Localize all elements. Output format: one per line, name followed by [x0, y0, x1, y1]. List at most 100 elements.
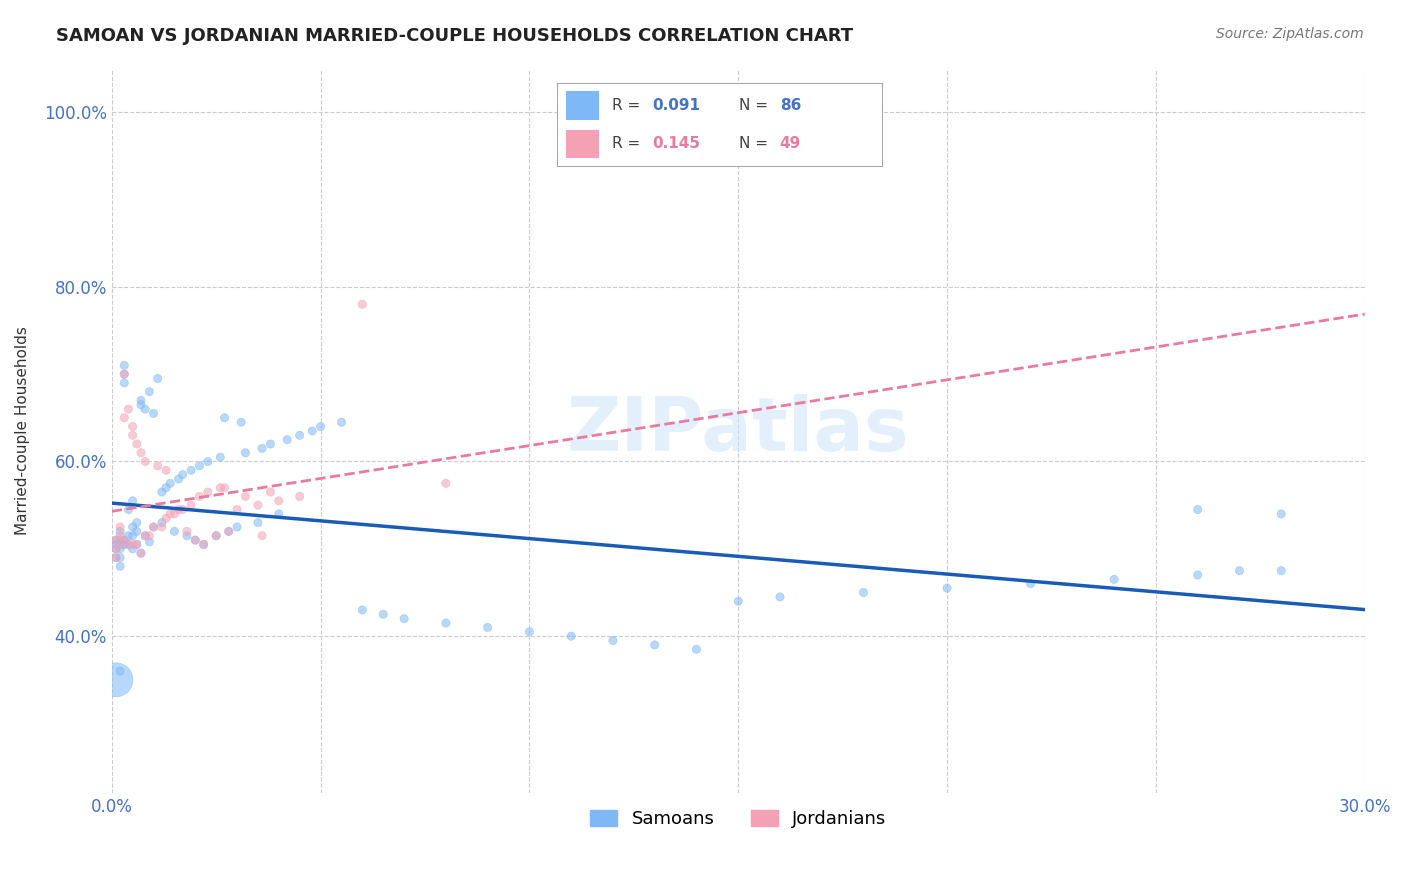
Point: [108, 559, 131, 574]
Point: [184, 533, 207, 547]
Point: [112, 533, 135, 547]
Point: [226, 520, 249, 534]
Point: [134, 402, 156, 417]
Point: [205, 529, 228, 543]
Point: [1270, 564, 1292, 578]
Point: [129, 546, 152, 560]
Point: [188, 490, 211, 504]
Point: [108, 533, 131, 547]
Point: [117, 537, 139, 551]
Point: [1187, 502, 1209, 516]
Point: [288, 490, 311, 504]
Point: [117, 502, 139, 516]
Point: [108, 524, 131, 539]
Point: [134, 454, 156, 468]
Point: [434, 476, 457, 491]
Point: [108, 529, 131, 543]
Point: [250, 529, 273, 543]
Point: [259, 437, 281, 451]
Point: [163, 524, 186, 539]
Text: SAMOAN VS JORDANIAN MARRIED-COUPLE HOUSEHOLDS CORRELATION CHART: SAMOAN VS JORDANIAN MARRIED-COUPLE HOUSE…: [56, 27, 853, 45]
Point: [727, 594, 749, 608]
Point: [188, 458, 211, 473]
Point: [155, 481, 177, 495]
Point: [117, 537, 139, 551]
Point: [193, 537, 215, 551]
Point: [218, 524, 240, 539]
Point: [1270, 507, 1292, 521]
Y-axis label: Married-couple Households: Married-couple Households: [15, 326, 30, 535]
Point: [936, 581, 959, 595]
Point: [250, 442, 273, 456]
Point: [155, 463, 177, 477]
Point: [218, 524, 240, 539]
Point: [184, 533, 207, 547]
Point: [108, 550, 131, 565]
Point: [519, 624, 541, 639]
Point: [150, 520, 173, 534]
Point: [129, 393, 152, 408]
Point: [163, 507, 186, 521]
Point: [121, 529, 143, 543]
Point: [108, 537, 131, 551]
Point: [1229, 564, 1251, 578]
Point: [104, 533, 127, 547]
Point: [121, 541, 143, 556]
Point: [267, 493, 290, 508]
Point: [142, 520, 165, 534]
Point: [112, 359, 135, 373]
Point: [155, 511, 177, 525]
Point: [301, 424, 323, 438]
Point: [117, 402, 139, 417]
Point: [214, 481, 236, 495]
Point: [121, 493, 143, 508]
Point: [112, 537, 135, 551]
Point: [121, 520, 143, 534]
Point: [172, 467, 194, 482]
Point: [108, 520, 131, 534]
Point: [235, 446, 257, 460]
Point: [352, 297, 374, 311]
Point: [167, 502, 190, 516]
Point: [167, 472, 190, 486]
Point: [214, 410, 236, 425]
Point: [129, 546, 152, 560]
Point: [180, 498, 202, 512]
Text: ZIPatlas: ZIPatlas: [567, 394, 910, 467]
Point: [852, 585, 875, 599]
Point: [309, 419, 332, 434]
Point: [121, 419, 143, 434]
Point: [104, 533, 127, 547]
Point: [104, 550, 127, 565]
Point: [104, 541, 127, 556]
Point: [231, 415, 253, 429]
Point: [644, 638, 666, 652]
Point: [205, 529, 228, 543]
Point: [288, 428, 311, 442]
Point: [104, 673, 127, 687]
Point: [134, 529, 156, 543]
Point: [373, 607, 395, 622]
Point: [197, 485, 219, 500]
Point: [267, 507, 290, 521]
Point: [129, 398, 152, 412]
Point: [1019, 576, 1042, 591]
Point: [259, 485, 281, 500]
Point: [142, 407, 165, 421]
Point: [602, 633, 624, 648]
Point: [235, 490, 257, 504]
Point: [125, 516, 148, 530]
Point: [108, 664, 131, 678]
Point: [125, 437, 148, 451]
Point: [138, 384, 160, 399]
Point: [392, 612, 415, 626]
Point: [172, 502, 194, 516]
Point: [209, 481, 232, 495]
Point: [209, 450, 232, 464]
Point: [104, 537, 127, 551]
Point: [685, 642, 707, 657]
Point: [104, 550, 127, 565]
Text: Source: ZipAtlas.com: Source: ZipAtlas.com: [1216, 27, 1364, 41]
Point: [434, 615, 457, 630]
Point: [112, 367, 135, 381]
